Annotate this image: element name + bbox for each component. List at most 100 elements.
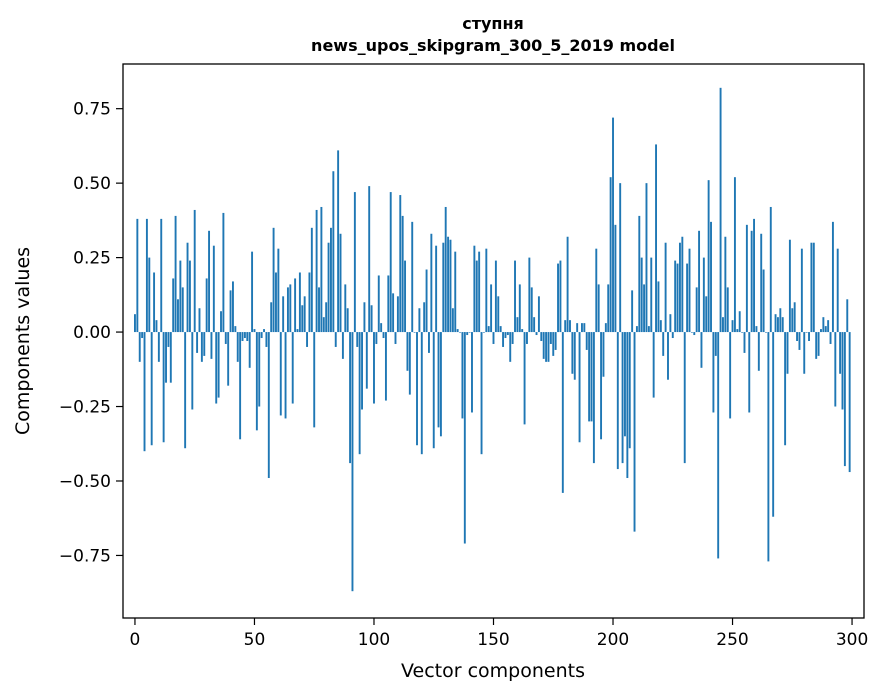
bar: [418, 308, 421, 333]
bar: [767, 332, 770, 562]
bar: [463, 332, 466, 544]
bar: [353, 192, 356, 333]
bar: [836, 248, 839, 333]
bar: [561, 332, 564, 493]
x-tick-label: 300: [836, 630, 868, 650]
bar: [220, 311, 222, 333]
bar: [356, 332, 359, 347]
bar: [451, 308, 454, 333]
bar: [745, 224, 748, 333]
bar: [831, 221, 834, 333]
bar: [569, 320, 571, 333]
bar: [296, 329, 299, 333]
bar: [829, 332, 832, 344]
bar: [473, 245, 476, 333]
bar: [480, 332, 483, 455]
bar: [267, 332, 270, 479]
bar: [705, 296, 708, 333]
bar: [134, 314, 136, 333]
bar: [688, 248, 691, 333]
bar: [547, 332, 550, 362]
y-tick-label: −0.25: [59, 398, 111, 418]
bar: [430, 233, 433, 333]
bar: [222, 212, 225, 333]
bar: [138, 332, 141, 362]
bar: [722, 317, 724, 333]
bar: [155, 320, 158, 333]
bar: [260, 332, 263, 339]
bar: [774, 314, 777, 333]
bar: [588, 332, 591, 422]
bar: [224, 332, 227, 344]
bar: [475, 260, 478, 333]
bar: [750, 230, 753, 333]
bar: [843, 332, 846, 467]
bar: [478, 251, 481, 333]
bar: [724, 236, 727, 333]
bar: [248, 332, 251, 368]
bar: [306, 332, 309, 347]
bar: [160, 218, 163, 333]
bar: [392, 293, 395, 333]
bar: [165, 332, 167, 383]
bar: [769, 206, 772, 333]
bar: [559, 260, 562, 333]
bar: [545, 332, 548, 362]
bar: [571, 332, 574, 374]
bar: [698, 230, 701, 333]
bar: [275, 272, 277, 333]
bar: [181, 287, 184, 333]
bar: [509, 332, 512, 362]
bar: [631, 290, 634, 333]
bar: [846, 299, 849, 333]
bar: [351, 332, 354, 592]
bar: [291, 332, 294, 404]
bar: [313, 332, 316, 428]
bar: [494, 260, 497, 333]
bar: [686, 263, 689, 333]
bar: [401, 215, 404, 333]
bar: [215, 332, 218, 404]
bar: [396, 296, 399, 333]
bar: [676, 263, 679, 333]
x-tick-label: 200: [597, 630, 629, 650]
bar: [626, 332, 629, 479]
bar: [253, 329, 256, 333]
bar: [447, 236, 450, 333]
bar: [327, 242, 330, 333]
bar: [425, 269, 428, 333]
bar: [437, 332, 440, 428]
y-axis-label: Components values: [12, 247, 34, 435]
bar: [370, 305, 373, 333]
bar: [671, 332, 674, 339]
bar: [177, 299, 179, 333]
bar: [286, 287, 289, 333]
bar: [265, 332, 268, 347]
bar: [363, 302, 366, 333]
bar: [655, 144, 657, 333]
bar: [583, 323, 586, 333]
bar: [523, 332, 526, 425]
bar: [471, 332, 473, 413]
bar: [191, 332, 194, 410]
bar: [212, 245, 215, 333]
bar: [188, 260, 191, 333]
chart-title: ступня: [462, 14, 524, 33]
bar: [650, 257, 653, 333]
bar: [602, 332, 605, 377]
bar: [511, 332, 514, 344]
bar: [416, 332, 418, 446]
bar: [153, 272, 156, 333]
bar: [432, 332, 435, 449]
bar: [141, 332, 144, 339]
bar: [516, 317, 519, 333]
bar: [208, 230, 211, 333]
bar: [817, 332, 820, 356]
bar: [270, 302, 273, 333]
y-tick-label: 0.50: [73, 174, 111, 194]
bar: [456, 329, 459, 333]
bar: [554, 332, 557, 350]
bar: [640, 257, 643, 333]
bar: [839, 332, 842, 374]
